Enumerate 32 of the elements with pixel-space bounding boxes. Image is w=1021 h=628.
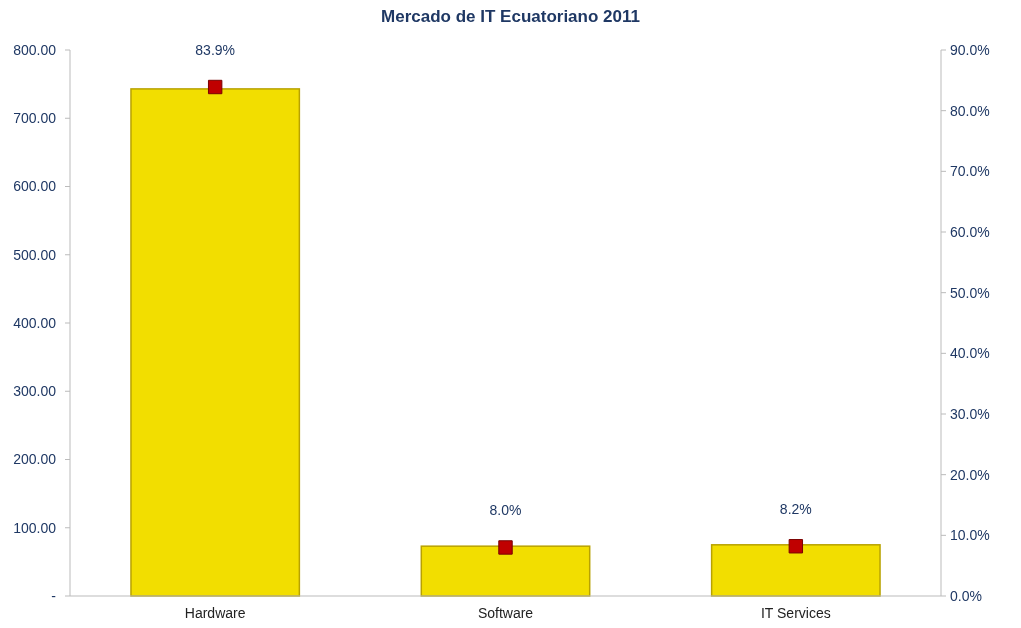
y-tick-label: - bbox=[51, 587, 57, 604]
x-tick-label: IT Services bbox=[760, 605, 831, 621]
bar bbox=[710, 544, 881, 597]
y2-tick-label: 80.0% bbox=[950, 102, 990, 119]
x-tick-label: Hardware bbox=[184, 605, 246, 621]
bar bbox=[420, 545, 591, 597]
bar bbox=[130, 88, 301, 597]
point bbox=[207, 79, 223, 95]
y2-tick-label: 0.0% bbox=[950, 587, 982, 604]
data-label: 8.0% bbox=[489, 502, 522, 519]
y-tick-label: 200.00 bbox=[13, 451, 57, 468]
y-tick-label: 500.00 bbox=[13, 246, 57, 263]
y2-tick-label: 50.0% bbox=[950, 284, 990, 301]
y-tick-label: 800.00 bbox=[13, 41, 57, 58]
data-label: 8.2% bbox=[779, 501, 812, 518]
y-tick-label: 700.00 bbox=[13, 110, 57, 127]
y-tick-label: 100.00 bbox=[13, 519, 57, 536]
point bbox=[788, 539, 804, 554]
point bbox=[498, 540, 513, 555]
y2-tick-label: 60.0% bbox=[950, 223, 990, 240]
y-tick-label: 300.00 bbox=[13, 383, 57, 400]
y2-tick-label: 10.0% bbox=[950, 527, 990, 544]
chart-title: Mercado de IT Ecuatoriano 2011 bbox=[381, 7, 640, 26]
y2-tick-label: 70.0% bbox=[950, 163, 990, 180]
y2-tick-label: 40.0% bbox=[950, 345, 990, 362]
y2-tick-label: 90.0% bbox=[950, 41, 990, 58]
data-label: 83.9% bbox=[195, 42, 236, 59]
y-tick-label: 400.00 bbox=[13, 314, 57, 331]
y2-tick-label: 30.0% bbox=[950, 405, 990, 422]
y2-tick-label: 20.0% bbox=[950, 466, 990, 483]
x-tick-label: Software bbox=[477, 605, 534, 621]
y-tick-label: 600.00 bbox=[13, 178, 57, 195]
